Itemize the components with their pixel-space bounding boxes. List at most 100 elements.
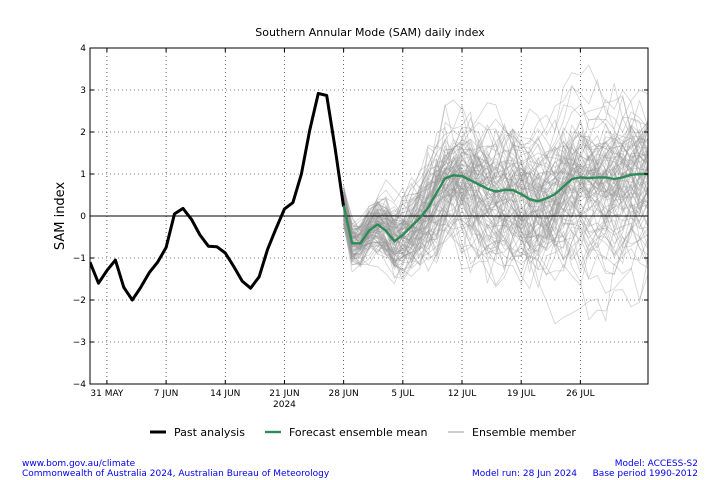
ensemble-member-line: [343, 130, 648, 259]
ensemble-member-line: [343, 156, 648, 264]
ensemble-member-line: [343, 135, 648, 249]
ensemble-member-line: [343, 163, 648, 258]
footer-copyright: Commonwealth of Australia 2024, Australi…: [22, 469, 330, 479]
x-tick-label: 14 JUN: [210, 389, 240, 399]
ensemble-member-line: [343, 131, 648, 257]
ensemble-member-line: [343, 139, 648, 261]
ensemble-member-line: [343, 147, 648, 275]
ensemble-member-line: [343, 145, 648, 256]
x-axis-year-label: 2024: [273, 400, 296, 410]
ensemble-member-line: [343, 151, 648, 261]
legend: Past analysis Forecast ensemble mean Ensem…: [150, 426, 576, 439]
ensemble-member-line: [343, 130, 648, 245]
x-tick-label: 19 JUL: [507, 389, 536, 399]
y-tick-label: −1: [73, 254, 86, 264]
series-lines: [90, 91, 648, 302]
ensemble-member-line: [343, 137, 648, 271]
ensemble-member-line: [343, 118, 648, 271]
ensemble-member-line: [343, 143, 648, 273]
footer-base-period: Base period 1990-2012: [592, 469, 698, 479]
ensemble-member-line: [343, 126, 648, 232]
ensemble-member-line: [343, 128, 648, 269]
ensemble-member-line: [343, 115, 648, 257]
ensemble-member-line: [343, 137, 648, 280]
ensemble-member-line: [343, 135, 648, 252]
ensemble-member-line: [343, 125, 648, 280]
x-tick-label: 5 JUL: [391, 389, 414, 399]
ensemble-member-line: [343, 102, 648, 268]
ensemble-member-line: [343, 142, 648, 255]
y-tick-label: 4: [80, 44, 86, 54]
ensemble-member-line: [343, 150, 648, 253]
ensemble-member-line: [343, 147, 648, 284]
ensemble-member-line: [343, 145, 648, 243]
ensemble-member-line: [343, 170, 648, 260]
ensemble-members: [343, 64, 648, 325]
ensemble-member-line: [343, 177, 648, 265]
ensemble-member-line: [343, 170, 648, 287]
ensemble-member-line: [343, 163, 648, 271]
ensemble-member-line: [343, 127, 648, 261]
ensemble-member-line: [343, 135, 648, 266]
ensemble-member-line: [343, 121, 648, 238]
ensemble-member-line: [343, 116, 648, 275]
ensemble-member-line: [343, 131, 648, 266]
ensemble-member-line: [343, 135, 648, 285]
ensemble-member-line: [343, 108, 648, 242]
ensemble-member-line: [343, 138, 648, 263]
ensemble-member-line: [343, 158, 648, 261]
ensemble-member-line: [343, 136, 648, 244]
ensemble-member-line: [343, 149, 648, 321]
x-tick-label: 26 JUL: [566, 389, 595, 399]
y-tick-label: 2: [80, 128, 86, 138]
x-tick-label: 12 JUL: [448, 389, 477, 399]
x-axis-ticks: 31 MAY 7 JUN 14 JUN 21 JUN 28 JUN 5 JUL 12 JUL…: [90, 48, 595, 399]
x-tick-label: 21 JUN: [269, 389, 299, 399]
y-tick-label: −4: [73, 380, 87, 390]
y-axis-label: SAM index: [53, 182, 68, 251]
ensemble-member-line: [343, 142, 648, 240]
ensemble-member-line: [343, 99, 648, 229]
legend-label: Past analysis: [174, 426, 245, 439]
ensemble-member-line: [343, 171, 648, 259]
legend-label: Forecast ensemble mean: [289, 426, 428, 439]
ensemble-member-line: [343, 166, 648, 289]
ensemble-member-line: [343, 134, 648, 263]
footer-website: www.bom.gov.au/climate: [22, 459, 136, 469]
footer-model-run-text: Model run: 28 Jun 2024: [472, 469, 578, 479]
ensemble-member-line: [343, 130, 648, 268]
ensemble-member-line: [343, 125, 648, 267]
ensemble-member-line: [343, 156, 648, 325]
legend-label: Ensemble member: [472, 426, 576, 439]
ensemble-member-line: [343, 99, 648, 243]
x-tick-label: 31 MAY: [90, 389, 124, 399]
ensemble-member-line: [343, 144, 648, 268]
x-tick-label: 7 JUN: [154, 389, 179, 399]
y-tick-label: 0: [80, 212, 86, 222]
ensemble-member-line: [343, 149, 648, 273]
ensemble-member-line: [343, 104, 648, 268]
ensemble-member-line: [343, 84, 648, 263]
ensemble-member-line: [343, 172, 648, 288]
ensemble-member-line: [343, 156, 648, 290]
ensemble-member-line: [343, 122, 648, 264]
ensemble-member-line: [343, 138, 648, 267]
ensemble-member-line: [343, 117, 648, 266]
ensemble-member-line: [343, 133, 648, 254]
ensemble-member-line: [343, 78, 648, 238]
forecast-mean-line: [342, 172, 648, 245]
ensemble-member-line: [343, 145, 648, 236]
footer-right: Model: ACCESS-S2 Base period 1990-2012: [593, 459, 698, 479]
ensemble-member-line: [343, 157, 648, 261]
ensemble-member-line: [343, 145, 648, 259]
footer-model-name: Model: ACCESS-S2: [614, 459, 698, 469]
ensemble-member-line: [343, 116, 648, 233]
y-tick-label: −3: [73, 338, 86, 348]
ensemble-member-line: [343, 126, 648, 231]
ensemble-member-line: [343, 154, 648, 260]
ensemble-member-line: [343, 127, 648, 286]
ensemble-member-line: [343, 184, 648, 294]
ensemble-member-line: [343, 124, 648, 260]
ensemble-member-line: [343, 118, 648, 250]
